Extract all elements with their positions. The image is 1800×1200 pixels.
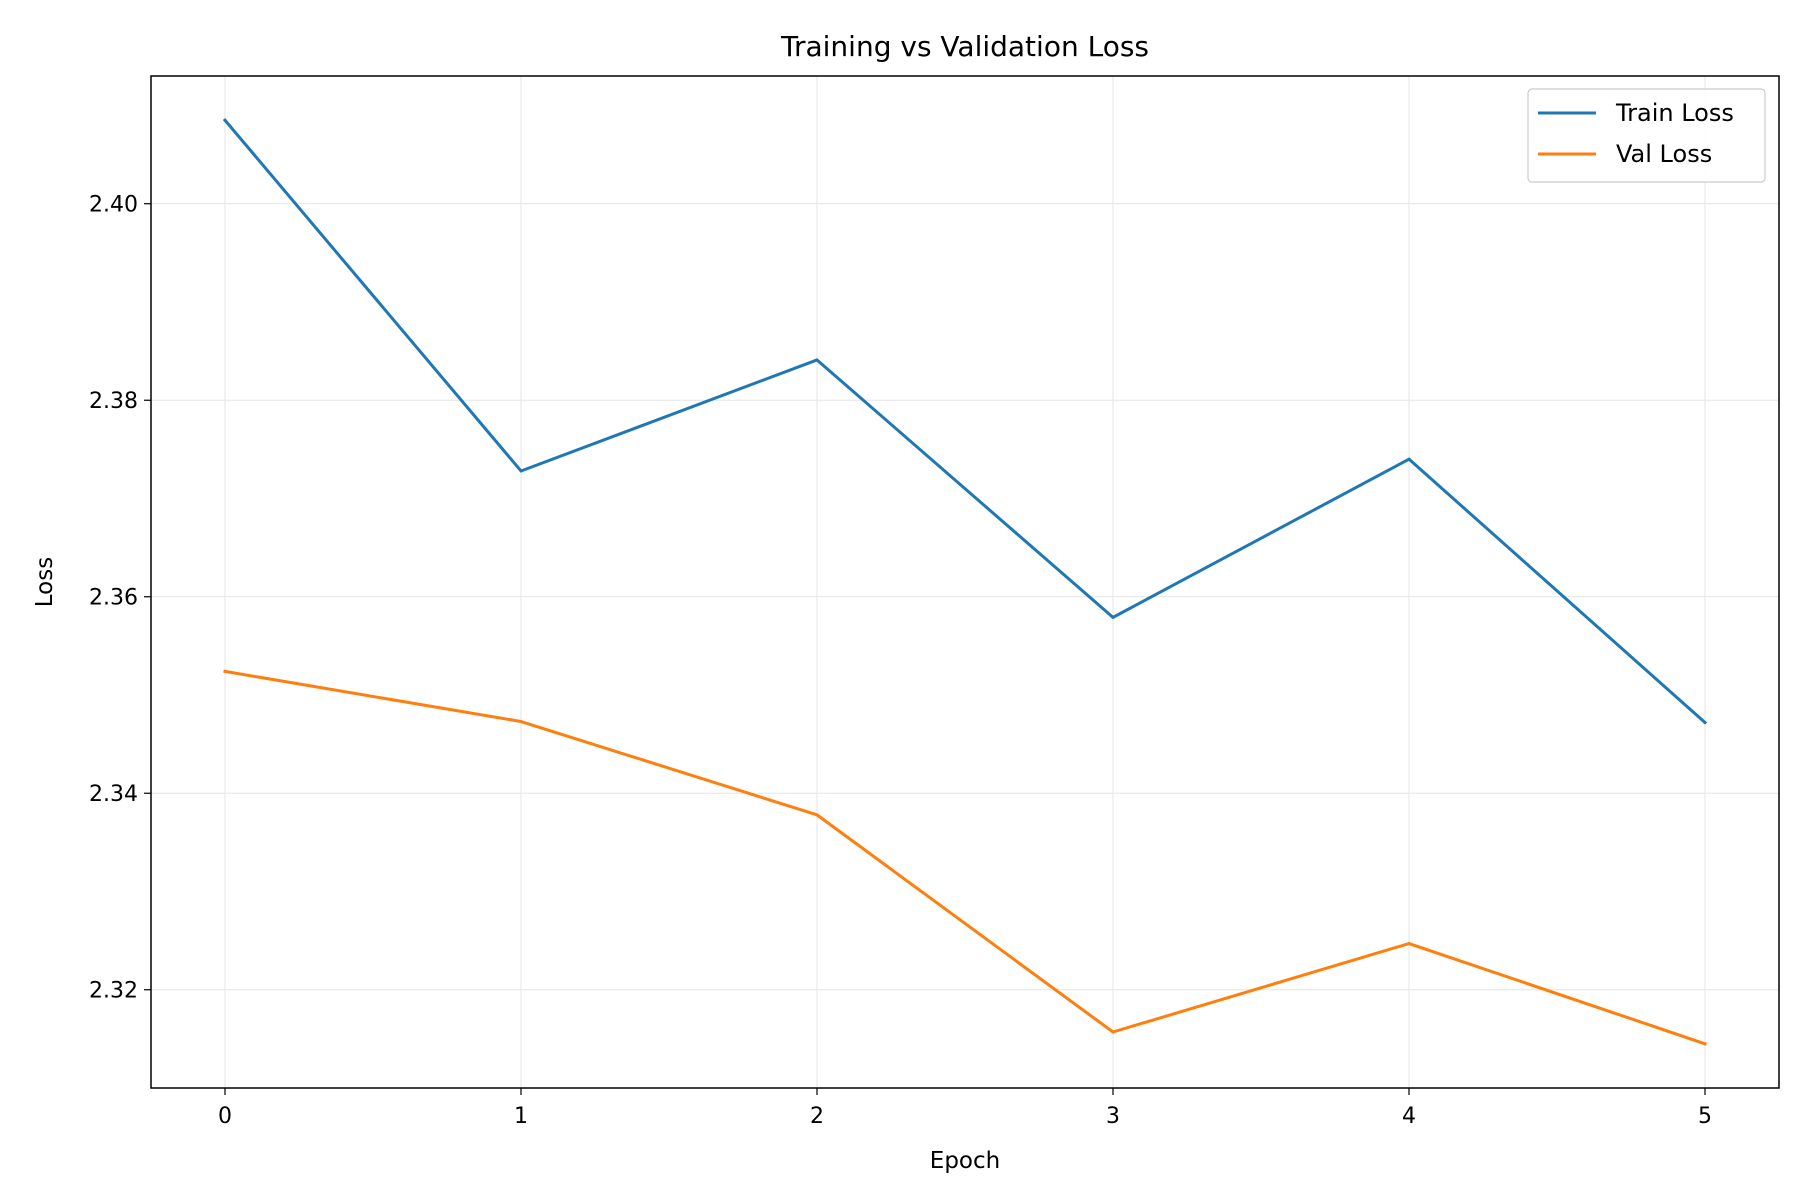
- val-loss-legend-label: Val Loss: [1616, 140, 1712, 168]
- axis-ticks: 0 1 2 3 4 5 2.32 2.34 2.36 2.38 2.40: [89, 193, 1712, 1129]
- train-loss-line: [222, 118, 1708, 725]
- train-loss-point: [1111, 615, 1115, 619]
- x-tick-label: 2: [810, 1104, 824, 1129]
- val-loss-line: [223, 669, 1707, 1046]
- train-loss-legend-label: Train Loss: [1615, 99, 1734, 127]
- val-loss-point: [519, 720, 523, 724]
- x-tick-label: 3: [1106, 1104, 1120, 1129]
- val-loss-point: [1111, 1030, 1115, 1034]
- train-loss-point: [1703, 721, 1707, 725]
- series-lines: [222, 118, 1708, 1046]
- legend: Train Loss Val Loss: [1527, 88, 1766, 183]
- val-loss-point: [223, 669, 227, 673]
- x-tick-label: 0: [218, 1104, 232, 1129]
- x-tick-label: 4: [1402, 1104, 1416, 1129]
- y-tick-label: 2.32: [89, 979, 138, 1004]
- train-loss-point: [519, 469, 523, 473]
- train-loss-point: [1407, 457, 1411, 461]
- y-tick-label: 2.38: [89, 389, 138, 414]
- train-loss-point: [815, 358, 819, 362]
- x-tick-label: 5: [1698, 1104, 1712, 1129]
- y-tick-label: 2.40: [89, 193, 138, 218]
- x-axis-label: Epoch: [930, 1148, 1000, 1174]
- grid: [151, 76, 1779, 1088]
- val-loss-point: [815, 813, 819, 817]
- train-loss-point: [223, 118, 227, 122]
- y-tick-label: 2.34: [89, 782, 138, 807]
- val-loss-point: [1407, 942, 1411, 946]
- plot-frame: [150, 75, 1780, 1089]
- x-tick-label: 1: [514, 1104, 528, 1129]
- y-axis-label: Loss: [32, 557, 58, 607]
- chart-title: Training vs Validation Loss: [780, 30, 1149, 63]
- y-tick-label: 2.36: [89, 586, 138, 611]
- val-loss-point: [1703, 1042, 1707, 1046]
